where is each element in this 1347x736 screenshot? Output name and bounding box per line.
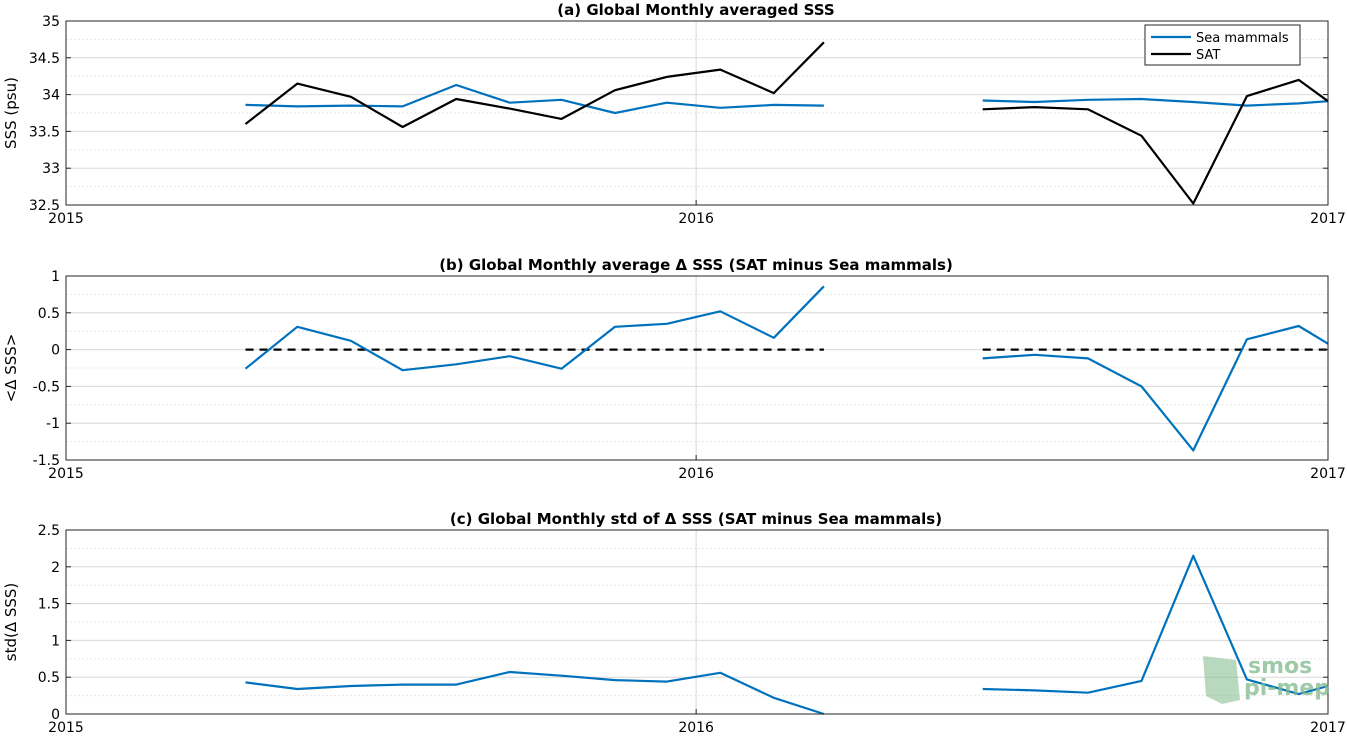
x-tick-label: 2015 [48, 211, 84, 227]
x-tick-label: 2016 [678, 466, 714, 482]
axes-frame [65, 275, 1329, 461]
y-tick-label: 32.5 [29, 198, 60, 214]
chart-title: (b) Global Monthly average Δ SSS (SAT mi… [439, 256, 953, 274]
x-tick-label: 2015 [48, 720, 84, 736]
legend-entry-label: SAT [1196, 48, 1220, 63]
y-axis-label: std(Δ SSS) [2, 583, 20, 662]
y-axis-label: <Δ SSS> [2, 334, 20, 403]
y-tick-label: -0.5 [33, 379, 60, 395]
axes-frame [65, 20, 1329, 206]
y-tick-label: 0.5 [38, 306, 60, 322]
y-tick-label: 2.5 [38, 523, 60, 539]
logo-text-pi-mep: pi-mep [1244, 676, 1330, 701]
panel-a: 32.5 33 33.5 34 34.5 35 2015 2016 2017 (a) Global… [2, 1, 1346, 227]
axes-frame [65, 529, 1329, 715]
y-tick-label: 33 [42, 161, 60, 177]
y-tick-label: 35 [42, 14, 60, 30]
legend: Sea mammals SAT [1144, 24, 1301, 66]
logo-text-smos: smos [1248, 654, 1312, 679]
series-line-delta-c [245, 554, 1329, 716]
series-line-sat [244, 41, 1329, 205]
series-line-delta-b [244, 285, 1329, 452]
x-tick-label: 2017 [1310, 720, 1346, 736]
legend-entry-label: Sea mammals [1196, 31, 1289, 46]
series-line-sea-mammals [245, 83, 1329, 115]
x-tick-label: 2017 [1310, 466, 1346, 482]
y-tick-label: 0.5 [38, 670, 60, 686]
y-tick-label: -1 [46, 416, 60, 432]
y-tick-label: 34 [42, 88, 60, 104]
x-tick-label: 2015 [48, 466, 84, 482]
y-tick-label: 0 [51, 343, 60, 359]
x-tick-label: 2017 [1310, 211, 1346, 227]
x-tick-label: 2016 [678, 211, 714, 227]
y-tick-label: 34.5 [29, 51, 60, 67]
y-tick-label: -1.5 [33, 453, 60, 469]
legend-box [1144, 24, 1301, 66]
x-tick-label: 2016 [678, 720, 714, 736]
y-tick-label: 33.5 [29, 124, 60, 140]
chart-title: (a) Global Monthly averaged SSS [557, 1, 834, 19]
panel-c: 0 0.5 1 1.5 2 2.5 2015 2016 2017 (c) Global Month… [2, 510, 1346, 736]
y-axis-label: SSS (psu) [2, 77, 20, 149]
y-tick-label: 0 [51, 707, 60, 723]
panel-b: -1.5 -1 -0.5 0 0.5 1 2015 2016 2017 (b) Global Mo… [2, 256, 1346, 482]
logo-globe-icon [1203, 656, 1240, 704]
y-tick-label: 1 [51, 633, 60, 649]
y-tick-label: 1.5 [38, 597, 60, 613]
y-tick-label: 1 [51, 269, 60, 285]
chart-title: (c) Global Monthly std of Δ SSS (SAT min… [450, 510, 942, 528]
y-tick-label: 2 [51, 560, 60, 576]
